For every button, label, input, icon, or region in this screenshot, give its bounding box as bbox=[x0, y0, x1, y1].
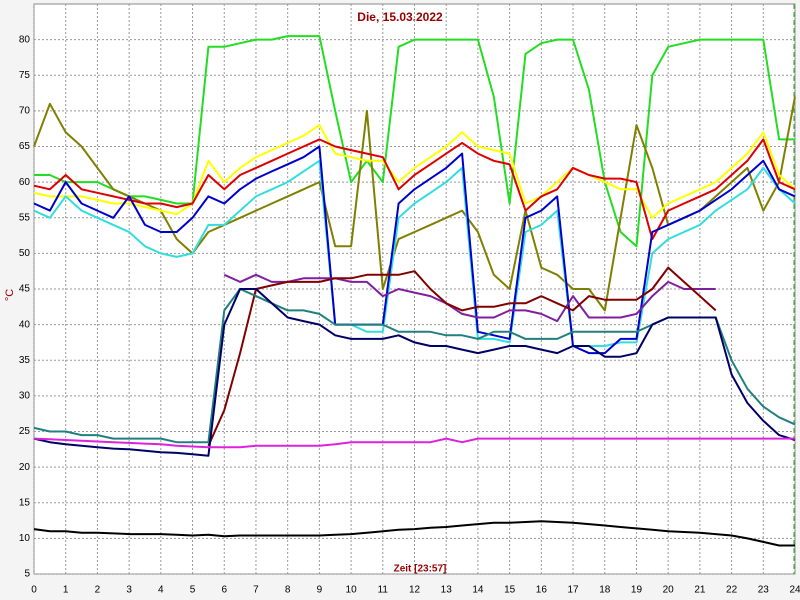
series-line bbox=[33, 124, 796, 219]
x-tick-label: 23 bbox=[758, 585, 770, 596]
x-axis-label: Zeit [23:57] bbox=[394, 564, 447, 575]
series-line bbox=[33, 520, 795, 547]
x-tick-label: 13 bbox=[441, 585, 453, 596]
series-line bbox=[33, 288, 796, 457]
x-tick-label: 9 bbox=[317, 585, 323, 596]
y-tick-label: 45 bbox=[19, 284, 31, 295]
x-tick-label: 16 bbox=[536, 585, 548, 596]
x-tick-label: 11 bbox=[378, 585, 389, 596]
x-tick-label: 4 bbox=[158, 585, 164, 596]
x-tick-label: 5 bbox=[190, 585, 196, 596]
y-tick-label: 5 bbox=[24, 569, 30, 580]
x-tick-label: 14 bbox=[472, 585, 484, 596]
y-tick-label: 15 bbox=[19, 497, 31, 508]
y-tick-label: 55 bbox=[19, 212, 31, 223]
x-tick-label: 3 bbox=[126, 585, 132, 596]
series-line bbox=[33, 138, 796, 241]
series-line bbox=[33, 437, 795, 449]
series-line bbox=[223, 273, 716, 323]
y-tick-label: 65 bbox=[19, 141, 31, 152]
x-tick-label: 10 bbox=[346, 585, 358, 596]
x-tick-label: 8 bbox=[285, 585, 291, 596]
x-tick-label: 22 bbox=[726, 585, 738, 596]
y-tick-label: 60 bbox=[19, 177, 31, 188]
x-tick-label: 1 bbox=[63, 585, 69, 596]
x-tick-label: 18 bbox=[599, 585, 611, 596]
x-tick-label: 19 bbox=[631, 585, 643, 596]
y-tick-label: 35 bbox=[19, 355, 31, 366]
x-tick-label: 12 bbox=[409, 585, 421, 596]
y-tick-label: 10 bbox=[19, 533, 31, 544]
series-line bbox=[33, 145, 796, 355]
series-line bbox=[34, 35, 795, 248]
x-tick-label: 17 bbox=[567, 585, 579, 596]
y-tick-label: 50 bbox=[19, 248, 31, 259]
y-tick-label: 25 bbox=[19, 426, 31, 437]
series-line bbox=[207, 266, 717, 447]
x-tick-label: 24 bbox=[789, 585, 800, 596]
x-tick-label: 21 bbox=[694, 585, 706, 596]
y-tick-label: 40 bbox=[19, 319, 31, 330]
chart-title: Die, 15.03.2022 bbox=[357, 10, 443, 24]
x-tick-label: 6 bbox=[221, 585, 227, 596]
x-tick-label: 20 bbox=[663, 585, 675, 596]
y-tick-label: 75 bbox=[19, 70, 31, 81]
series-line bbox=[33, 159, 796, 347]
y-axis-label: °C bbox=[4, 289, 16, 301]
y-tick-label: 70 bbox=[19, 106, 31, 117]
x-tick-label: 2 bbox=[95, 585, 101, 596]
x-tick-label: 15 bbox=[504, 585, 516, 596]
y-tick-label: 30 bbox=[19, 391, 31, 402]
x-tick-label: 7 bbox=[253, 585, 259, 596]
x-tick-label: 0 bbox=[31, 585, 37, 596]
y-tick-label: 80 bbox=[19, 34, 31, 45]
y-tick-label: 20 bbox=[19, 462, 31, 473]
